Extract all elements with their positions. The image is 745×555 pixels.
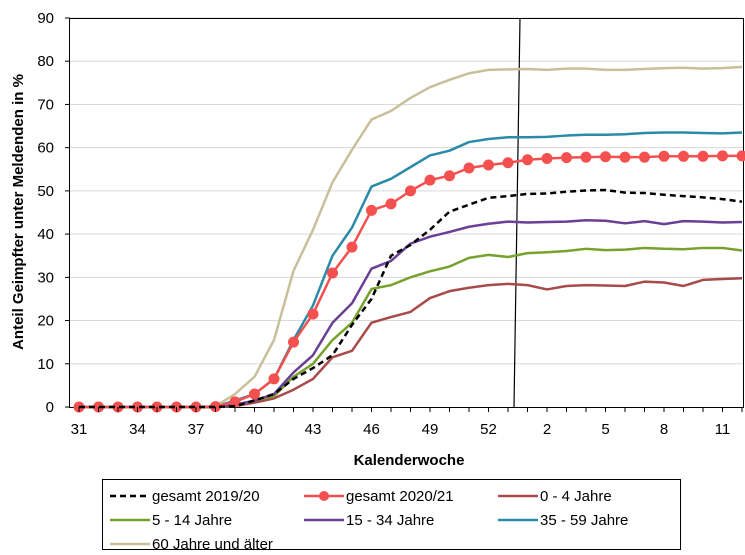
year-break-line bbox=[513, 17, 521, 408]
x-axis-label: Kalenderwoche bbox=[354, 452, 465, 469]
y-tick-label: 40 bbox=[37, 226, 54, 243]
legend-label: 0 - 4 Jahre bbox=[540, 488, 612, 505]
series-marker bbox=[522, 154, 533, 166]
legend-marker bbox=[319, 491, 329, 501]
series-marker bbox=[346, 241, 358, 253]
series-marker bbox=[444, 170, 455, 182]
plot-area-border bbox=[69, 18, 744, 408]
x-tick-label: 2 bbox=[543, 421, 551, 438]
series-line bbox=[79, 246, 743, 409]
x-tick-label: 43 bbox=[305, 421, 322, 438]
series-marker bbox=[327, 267, 338, 279]
x-tick-label: 11 bbox=[715, 421, 731, 438]
y-tick-label: 0 bbox=[46, 399, 54, 416]
series-marker bbox=[405, 185, 416, 197]
series-marker bbox=[385, 198, 397, 210]
series-marker bbox=[463, 162, 475, 174]
legend-label: gesamt 2019/20 bbox=[152, 488, 260, 505]
series-marker bbox=[639, 151, 650, 163]
series-marker bbox=[502, 157, 514, 169]
y-tick-label: 80 bbox=[37, 53, 54, 70]
x-tick-label: 31 bbox=[71, 421, 88, 438]
series-line bbox=[79, 276, 743, 409]
x-tick-label: 46 bbox=[363, 421, 380, 438]
x-tick-label: 8 bbox=[660, 421, 668, 438]
series-line bbox=[79, 65, 743, 409]
series-marker bbox=[697, 150, 709, 162]
legend-label: 35 - 59 Jahre bbox=[540, 512, 628, 529]
series-marker bbox=[483, 159, 494, 171]
series-marker bbox=[561, 152, 572, 164]
series-line-gesamt-2019-20 bbox=[79, 188, 743, 409]
series-marker bbox=[366, 204, 377, 216]
series-marker bbox=[619, 151, 631, 163]
x-tick-label: 37 bbox=[188, 421, 205, 438]
y-tick-label: 90 bbox=[37, 10, 54, 27]
x-tick-label: 34 bbox=[129, 421, 146, 438]
x-tick-label: 52 bbox=[480, 421, 497, 438]
y-axis-label: Anteil Geimpfter unter Meldenden in % bbox=[10, 74, 27, 350]
series-marker bbox=[249, 388, 260, 400]
legend-label: 5 - 14 Jahre bbox=[152, 512, 232, 529]
series-marker bbox=[600, 151, 611, 163]
series-layer bbox=[73, 65, 745, 413]
series-line bbox=[79, 131, 743, 409]
legend-box bbox=[102, 479, 681, 550]
y-tick-label: 20 bbox=[37, 313, 54, 330]
x-tick-label: 49 bbox=[422, 421, 439, 438]
x-axis-ticks: 31 34 37 40 43 46 49 52 2 5 8 11 bbox=[71, 407, 743, 438]
series-marker bbox=[678, 150, 689, 162]
x-tick-label: 40 bbox=[246, 421, 263, 438]
legend-label: gesamt 2020/21 bbox=[346, 488, 454, 505]
series-marker bbox=[717, 150, 728, 162]
y-tick-label: 50 bbox=[37, 183, 54, 200]
series-marker bbox=[307, 308, 319, 320]
x-tick-label: 5 bbox=[601, 421, 609, 438]
legend-label: 60 Jahre und älter bbox=[152, 536, 273, 553]
series-marker bbox=[736, 150, 745, 162]
y-axis-ticks: 0 10 20 30 40 50 60 70 80 90 bbox=[37, 10, 70, 416]
y-tick-label: 60 bbox=[37, 140, 54, 157]
series-marker bbox=[268, 373, 280, 385]
series-marker bbox=[580, 151, 592, 163]
series-marker bbox=[658, 150, 670, 162]
series-marker bbox=[541, 152, 553, 164]
y-tick-label: 10 bbox=[37, 356, 54, 373]
series-marker bbox=[288, 336, 299, 348]
y-tick-label: 70 bbox=[37, 96, 54, 113]
series-marker bbox=[424, 174, 436, 186]
legend: gesamt 2019/20 gesamt 2020/21 0 - 4 Jahre 5… bbox=[102, 479, 681, 553]
legend-label: 15 - 34 Jahre bbox=[346, 512, 434, 529]
y-tick-label: 30 bbox=[37, 269, 54, 286]
